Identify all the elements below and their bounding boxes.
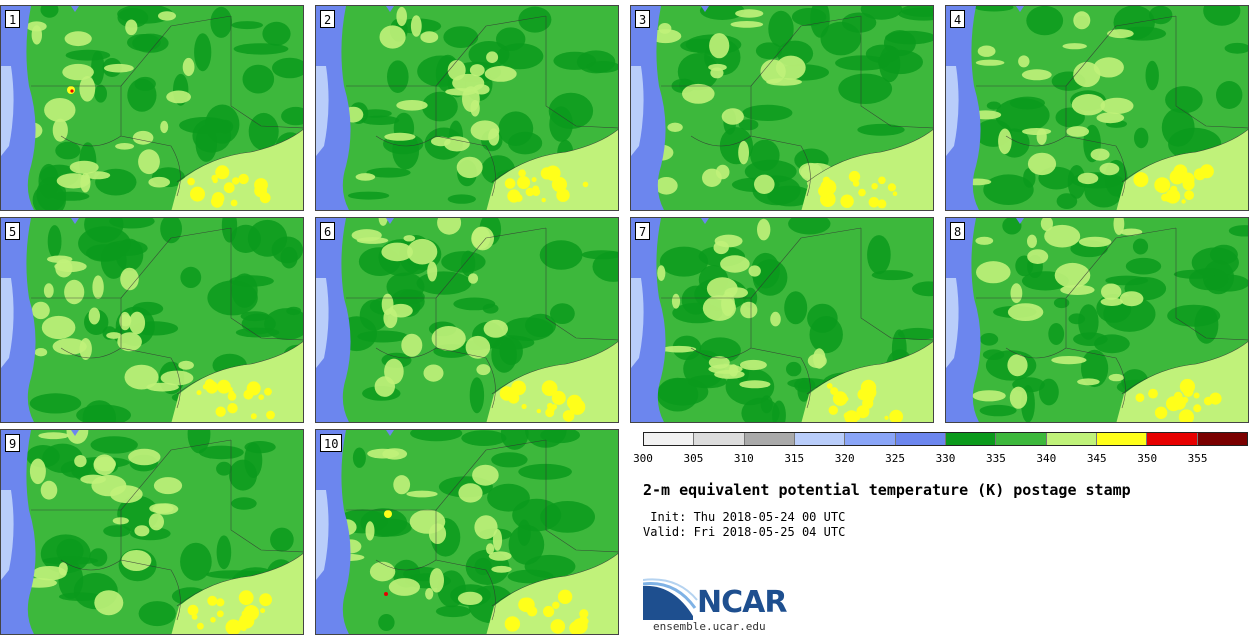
- member-number-label: 5: [5, 222, 21, 240]
- logo-text: NCAR: [697, 585, 787, 620]
- colorbar-tick-label: 310: [733, 452, 754, 465]
- member-panel: 2: [315, 5, 619, 211]
- colorbar-tick-label: 300: [633, 452, 653, 465]
- colorbar-tick-label: 345: [1086, 452, 1107, 465]
- member-panel: 10: [315, 429, 619, 635]
- member-number-label: 6: [320, 222, 336, 240]
- member-number-label: 4: [950, 10, 966, 28]
- colorbar-tick-label: 320: [834, 452, 855, 465]
- colorbar-swatch: [895, 433, 946, 445]
- member-number-label: 1: [5, 10, 21, 28]
- colorbar-tick-label: 335: [985, 452, 1006, 465]
- colorbar-swatch: [1197, 433, 1247, 445]
- member-panel: 9: [0, 429, 304, 635]
- colorbar-swatch: [1147, 433, 1198, 445]
- colorbar-swatch: [794, 433, 846, 445]
- member-panel: 8: [945, 217, 1249, 423]
- figure-title: 2-m equivalent potential temperature (K)…: [643, 481, 1131, 499]
- colorbar-swatch: [845, 433, 896, 445]
- valid-time: Valid: Fri 2018-05-25 04 UTC: [643, 525, 846, 539]
- colorbar-tick-label: 330: [935, 452, 956, 465]
- member-panel: 6: [315, 217, 619, 423]
- colorbar-tick-label: 350: [1137, 452, 1158, 465]
- colorbar-swatch: [694, 433, 745, 445]
- colorbar-swatch: [1046, 433, 1097, 445]
- colorbar-swatch: [744, 433, 795, 445]
- member-panel: 7: [630, 217, 934, 423]
- member-panel: 3: [630, 5, 934, 211]
- colorbar-swatch: [644, 433, 695, 445]
- member-panel: 1: [0, 5, 304, 211]
- member-number-label: 7: [635, 222, 651, 240]
- colorbar-tick-label: 355: [1187, 452, 1208, 465]
- colorbar-tick-label: 340: [1036, 452, 1057, 465]
- member-panel: 5: [0, 217, 304, 423]
- member-number-label: 3: [635, 10, 651, 28]
- member-number-label: 2: [320, 10, 336, 28]
- colorbar: [643, 432, 1248, 446]
- colorbar-tick-label: 305: [683, 452, 704, 465]
- colorbar-swatch: [1096, 433, 1148, 445]
- colorbar-swatch: [945, 433, 997, 445]
- member-number-label: 8: [950, 222, 966, 240]
- ncar-logo-icon: [643, 578, 698, 620]
- colorbar-tick-label: 315: [784, 452, 805, 465]
- member-number-label: 10: [320, 434, 343, 452]
- init-time: Init: Thu 2018-05-24 00 UTC: [643, 510, 846, 524]
- colorbar-swatch: [996, 433, 1047, 445]
- colorbar-tick-label: 325: [885, 452, 906, 465]
- member-panel: 4: [945, 5, 1249, 211]
- logo-url: ensemble.ucar.edu: [653, 620, 766, 633]
- member-number-label: 9: [5, 434, 21, 452]
